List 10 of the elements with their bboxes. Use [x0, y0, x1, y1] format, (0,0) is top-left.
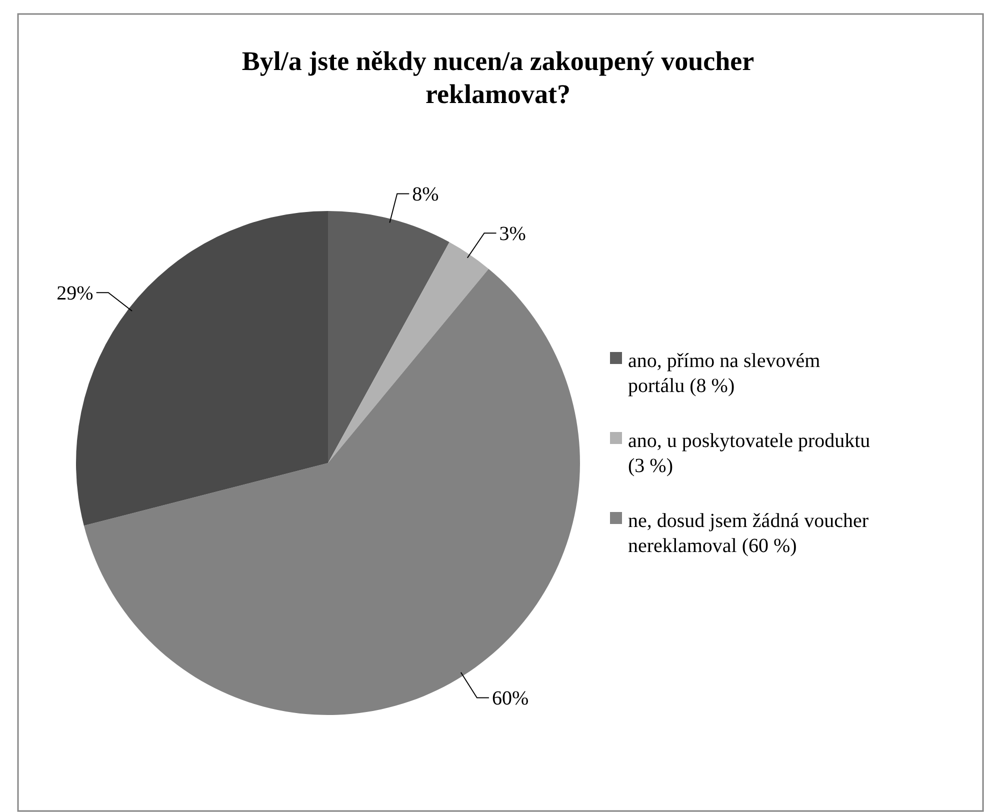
legend-label: ne, dosud jsem žádná voucher nereklamoval (60 %) [628, 510, 869, 557]
data-label: 29% [56, 282, 94, 305]
legend-label: ano, u poskytovatele produktu (3 %) [628, 430, 870, 477]
pie-slice [328, 242, 489, 463]
chart-title: Byl/a jste někdy nucen/a zakoupený voucher reklamovat? [242, 46, 754, 109]
data-label: 60% [492, 688, 529, 710]
data-label: 3% [499, 223, 526, 246]
legend-label: ano, přímo na slevovém portálu (8 %) [628, 350, 821, 397]
data-label: 8% [412, 184, 439, 206]
pie-slice [328, 211, 450, 463]
